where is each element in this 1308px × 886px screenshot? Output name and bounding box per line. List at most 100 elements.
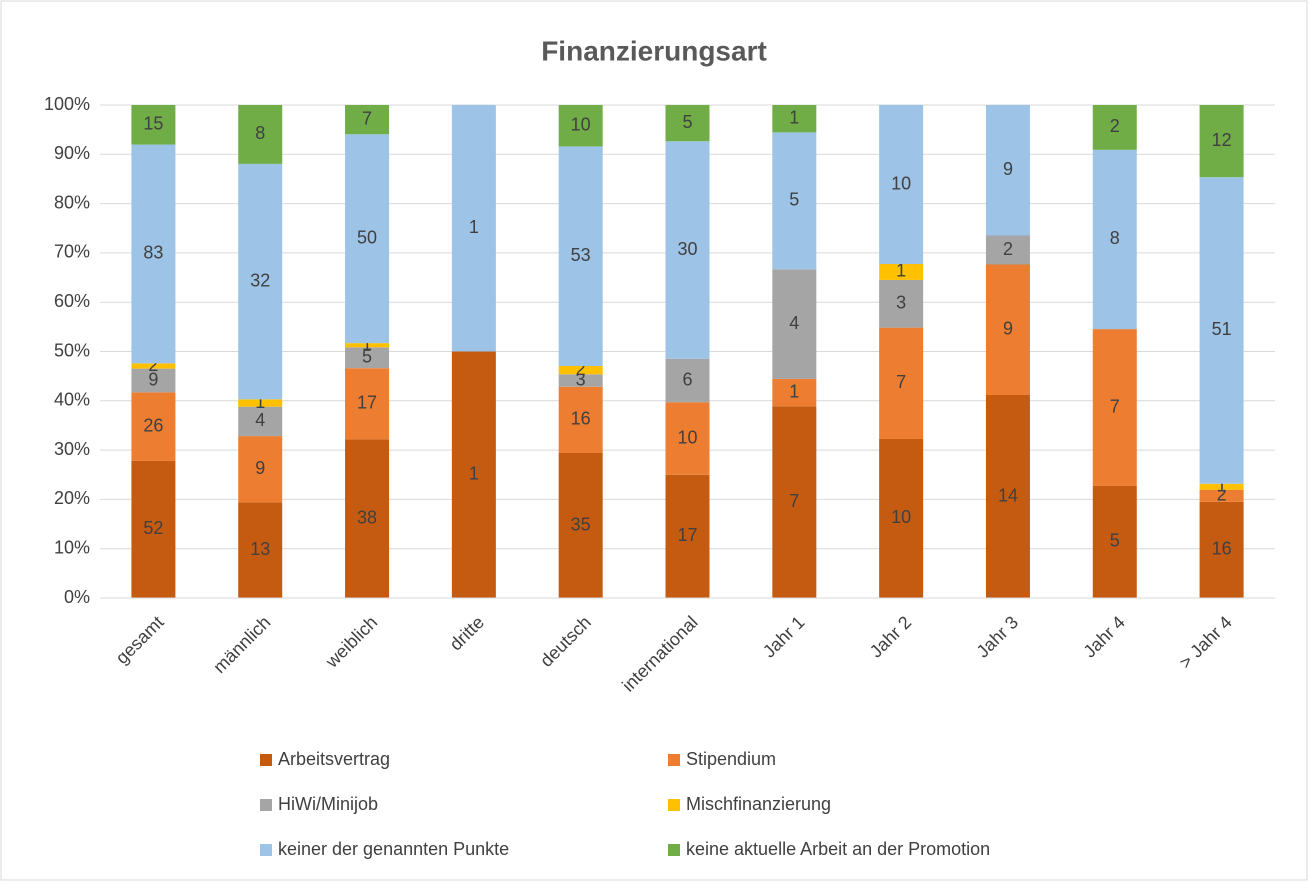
bar-segment [1092, 149, 1137, 330]
data-label: 10 [571, 114, 591, 134]
data-label: 2 [576, 359, 586, 379]
bar-segment [131, 363, 176, 369]
legend-swatch [260, 754, 272, 766]
legend-label: Mischfinanzierung [686, 794, 831, 814]
y-tick-label: 90% [54, 143, 90, 163]
bar-segment [558, 453, 603, 598]
legend-label: Arbeitsvertrag [278, 749, 390, 769]
data-label: 10 [677, 427, 697, 447]
data-label: 3 [576, 369, 586, 389]
bar-segment [345, 343, 390, 348]
y-tick-label: 0% [64, 587, 90, 607]
bar-segment [879, 327, 924, 439]
data-label: 2 [1003, 239, 1013, 259]
data-label: 7 [789, 491, 799, 511]
data-label: 83 [143, 243, 163, 263]
bar-segment [238, 399, 283, 407]
data-label: 1 [789, 381, 799, 401]
data-label: 12 [1212, 130, 1232, 150]
bar-segment [772, 378, 817, 407]
y-tick-label: 40% [54, 390, 90, 410]
bar-segment [345, 134, 390, 344]
data-label: 1 [362, 334, 372, 354]
data-label: 17 [357, 392, 377, 412]
y-tick-label: 70% [54, 242, 90, 262]
legend-label: Stipendium [686, 749, 776, 769]
legend-swatch [668, 754, 680, 766]
data-label: 38 [357, 507, 377, 527]
bar-segment [1092, 105, 1137, 150]
y-tick-label: 10% [54, 537, 90, 557]
bar-segment [451, 351, 496, 598]
bar-segment [345, 347, 390, 369]
bar-segment [772, 269, 817, 379]
chart-title: Finanzierungsart [541, 35, 767, 66]
data-label: 15 [143, 114, 163, 134]
data-label: 9 [255, 458, 265, 478]
y-tick-label: 20% [54, 488, 90, 508]
data-label: 30 [677, 239, 697, 259]
data-label: 7 [362, 108, 372, 128]
bar-segment [985, 105, 1030, 236]
y-tick-label: 100% [44, 94, 90, 114]
data-label: 4 [789, 313, 799, 333]
data-label: 8 [255, 123, 265, 143]
data-label: 1 [255, 392, 265, 412]
bar-segment [879, 438, 924, 598]
data-label: 1 [469, 217, 479, 237]
legend-swatch [668, 799, 680, 811]
bar-segment [558, 366, 603, 375]
data-label: 10 [891, 507, 911, 527]
y-tick-label: 80% [54, 192, 90, 212]
legend-swatch [260, 844, 272, 856]
data-label: 52 [143, 518, 163, 538]
legend-label: HiWi/Minijob [278, 794, 378, 814]
data-label: 10 [891, 173, 911, 193]
bar-segment [131, 392, 176, 461]
data-label: 9 [148, 369, 158, 389]
data-label: 26 [143, 415, 163, 435]
bar-segment [345, 368, 390, 440]
bar-segment [879, 264, 924, 280]
bar-segment [1199, 483, 1244, 490]
legend-swatch [668, 844, 680, 856]
data-label: 14 [998, 485, 1018, 505]
bar-segment [238, 436, 283, 503]
bar-segment [131, 144, 176, 364]
bar-segment [1199, 501, 1244, 598]
data-label: 51 [1212, 319, 1232, 339]
bar-segment [131, 460, 176, 598]
bar-segment [131, 105, 176, 145]
data-label: 1 [896, 261, 906, 281]
data-label: 1 [469, 464, 479, 484]
data-label: 5 [789, 190, 799, 210]
legend-label: keiner der genannten Punkte [278, 839, 509, 859]
bar-segment [238, 163, 283, 400]
y-tick-label: 60% [54, 291, 90, 311]
data-label: 17 [677, 525, 697, 545]
bar-segment [665, 105, 710, 142]
data-label: 16 [571, 409, 591, 429]
bar-segment [985, 395, 1030, 598]
data-label: 5 [362, 347, 372, 367]
data-label: 4 [255, 410, 265, 430]
data-label: 2 [1110, 116, 1120, 136]
y-tick-label: 50% [54, 340, 90, 360]
data-label: 13 [250, 539, 270, 559]
bar-segment [238, 105, 283, 164]
data-label: 7 [1110, 396, 1120, 416]
data-label: 7 [896, 372, 906, 392]
data-label: 6 [682, 369, 692, 389]
bar-segment [1199, 489, 1244, 502]
bar-segment [451, 105, 496, 352]
bar-segment [772, 105, 817, 133]
bar-segment [985, 235, 1030, 265]
y-tick-label: 30% [54, 439, 90, 459]
data-label: 5 [682, 112, 692, 132]
data-label: 2 [1217, 485, 1227, 505]
bar-segment [879, 279, 924, 328]
bar-segment [1199, 177, 1244, 484]
data-label: 5 [1110, 531, 1120, 551]
